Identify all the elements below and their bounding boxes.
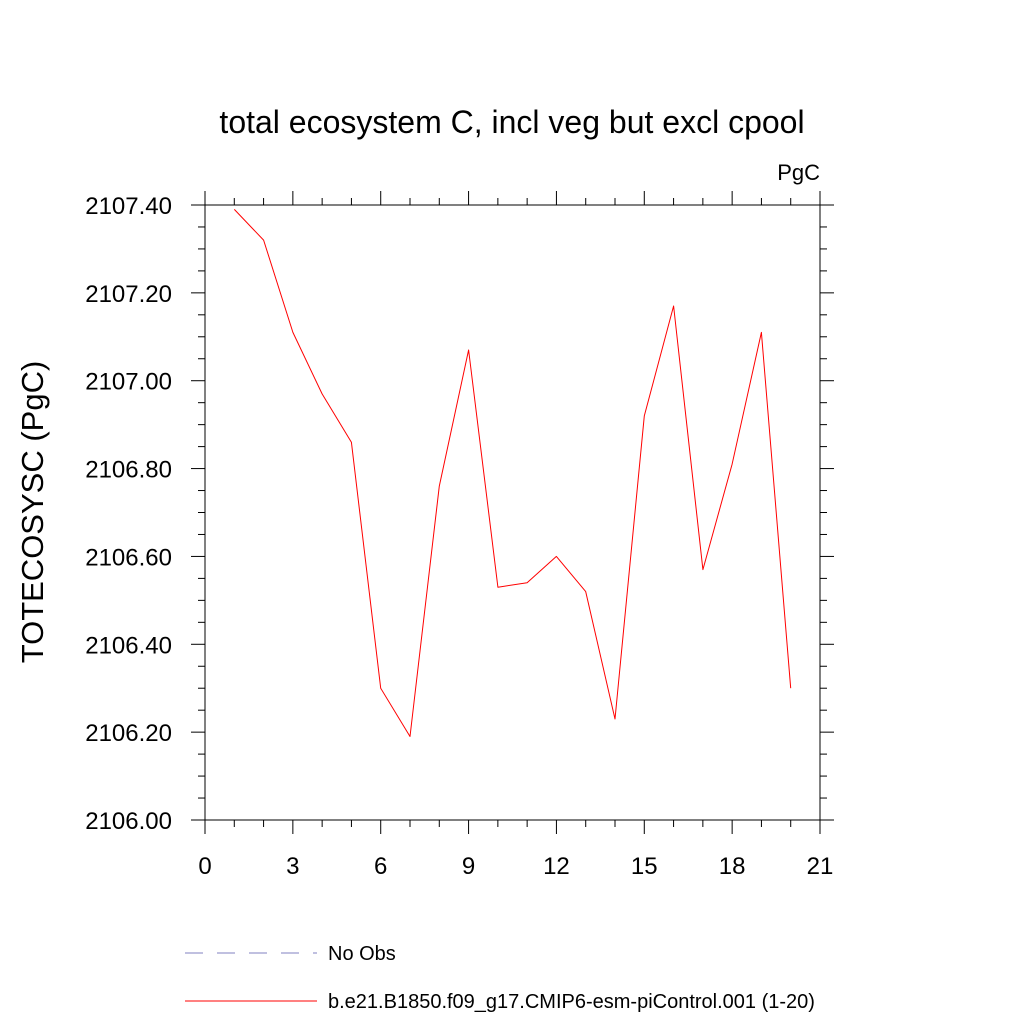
x-tick-labels: 0 3 6 9 12 15 18 21 — [198, 853, 833, 880]
plot-frame — [204, 204, 821, 821]
legend-label-no-obs: No Obs — [328, 943, 396, 965]
units-label: PgC — [777, 160, 820, 185]
x-tick-label: 9 — [462, 853, 475, 880]
chart-title: total ecosystem C, incl veg but excl cpo… — [219, 104, 804, 140]
series-line — [233, 209, 792, 737]
y-tick-label: 2106.80 — [85, 457, 172, 484]
y-tick-label: 2107.00 — [85, 369, 172, 396]
y-tick-label: 2106.60 — [85, 544, 172, 571]
y-tick-label: 2106.40 — [85, 632, 172, 659]
y-tick-label: 2107.40 — [85, 193, 172, 220]
x-tick-label: 15 — [631, 853, 658, 880]
legend: No Obs b.e21.B1850.f09_g17.CMIP6-esm-piC… — [185, 943, 815, 1013]
y-tick-label: 2106.20 — [85, 720, 172, 747]
x-tick-label: 12 — [543, 853, 570, 880]
x-tick-label: 18 — [719, 853, 746, 880]
series-layer — [233, 209, 792, 737]
x-tick-label: 3 — [286, 853, 299, 880]
y-tick-label: 2106.00 — [85, 808, 172, 835]
y-tick-label: 2107.20 — [85, 281, 172, 308]
legend-label-model-run: b.e21.B1850.f09_g17.CMIP6-esm-piControl.… — [328, 991, 815, 1013]
x-tick-label: 21 — [807, 853, 834, 880]
y-tick-labels: 2106.00 2106.20 2106.40 2106.60 2106.80 2107.… — [85, 193, 172, 835]
x-tick-label: 6 — [374, 853, 387, 880]
x-tick-label: 0 — [198, 853, 211, 880]
y-axis-label: TOTECOSYSC (PgC) — [15, 361, 50, 664]
axis-ticks — [191, 191, 834, 834]
